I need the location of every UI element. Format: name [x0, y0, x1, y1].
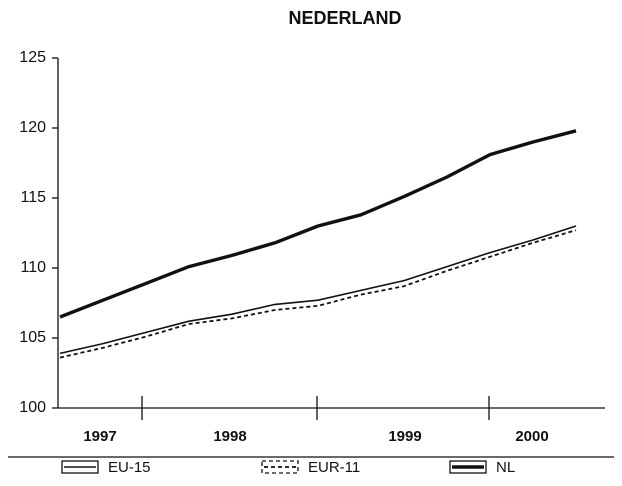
y-tick-label: 125 — [19, 49, 46, 66]
chart-title: NEDERLAND — [288, 8, 401, 28]
legend-label: EUR-11 — [308, 459, 360, 476]
y-tick-label: 105 — [19, 329, 46, 346]
x-group-label: 1997 — [83, 428, 116, 445]
legend-item — [61, 460, 99, 474]
x-group-label: 1998 — [213, 428, 246, 445]
y-tick-label: 110 — [20, 259, 46, 276]
legend-swatch — [261, 460, 299, 474]
x-group-label: 2000 — [515, 428, 548, 445]
y-tick-label: 100 — [19, 399, 46, 416]
legend-item — [449, 460, 487, 474]
y-tick-label: 120 — [19, 119, 46, 136]
series-line — [59, 129, 577, 319]
legend-label: EU-15 — [108, 459, 151, 476]
y-tick-label: 115 — [20, 189, 46, 206]
legend-label: NL — [496, 459, 515, 476]
legend-swatch — [449, 460, 487, 474]
legend-swatch — [61, 460, 99, 474]
series-line — [59, 225, 577, 355]
legend-item — [261, 460, 299, 474]
x-group-label: 1999 — [388, 428, 421, 445]
series-line — [59, 229, 577, 359]
